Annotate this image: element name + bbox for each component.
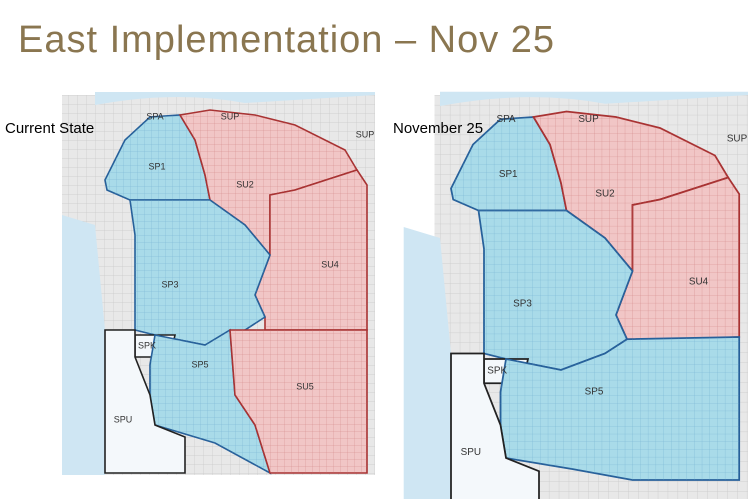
region-label: SP3 [513,299,532,310]
region-streets [255,170,367,330]
region-label: SP5 [585,387,604,398]
region-label: SUP [578,114,599,125]
region-streets [500,337,740,480]
map: SPA SUP SUP SP1 SU2 SU4 SP3 SPK SP5 SU5 SPU [62,92,375,475]
region-streets [130,200,270,345]
region-streets [180,110,357,255]
map: SPA SUP SUP SP1 SU2 SU4 SP3 SPK SP5 SPU [403,91,749,499]
region-streets [150,330,270,473]
region-label: SU4 [321,259,339,269]
region-label: SU4 [689,277,709,288]
region-label: SPK [138,340,156,350]
region-label: SPU [461,447,481,458]
water [403,91,749,499]
slide-title: East Implementation – Nov 25 [18,19,555,61]
region-label: SP5 [191,359,208,369]
region-streets [533,111,729,271]
region-label: SPK [487,366,507,377]
region-label: SU2 [595,189,614,200]
region-label: SU2 [236,179,254,189]
region-streets [451,117,567,211]
region-label: SP1 [148,161,165,171]
region-streets [105,115,210,200]
region-streets [616,177,740,340]
region [104,329,186,474]
region-label: SPA [496,114,515,125]
region-label: SP3 [161,279,178,289]
region-label: SP1 [499,169,518,180]
region-streets [230,330,367,473]
region-label: SPU [114,414,133,424]
region-label: SUP [727,134,748,145]
water [62,92,375,475]
map-caption: November 25 [393,120,483,137]
region-label: SUP [356,129,375,139]
region-label: SU5 [296,381,314,391]
region [450,352,540,499]
region-label: SUP [221,111,240,121]
region-label: SPA [146,111,163,121]
region-streets [478,210,633,370]
map-caption: Current State [5,120,94,137]
